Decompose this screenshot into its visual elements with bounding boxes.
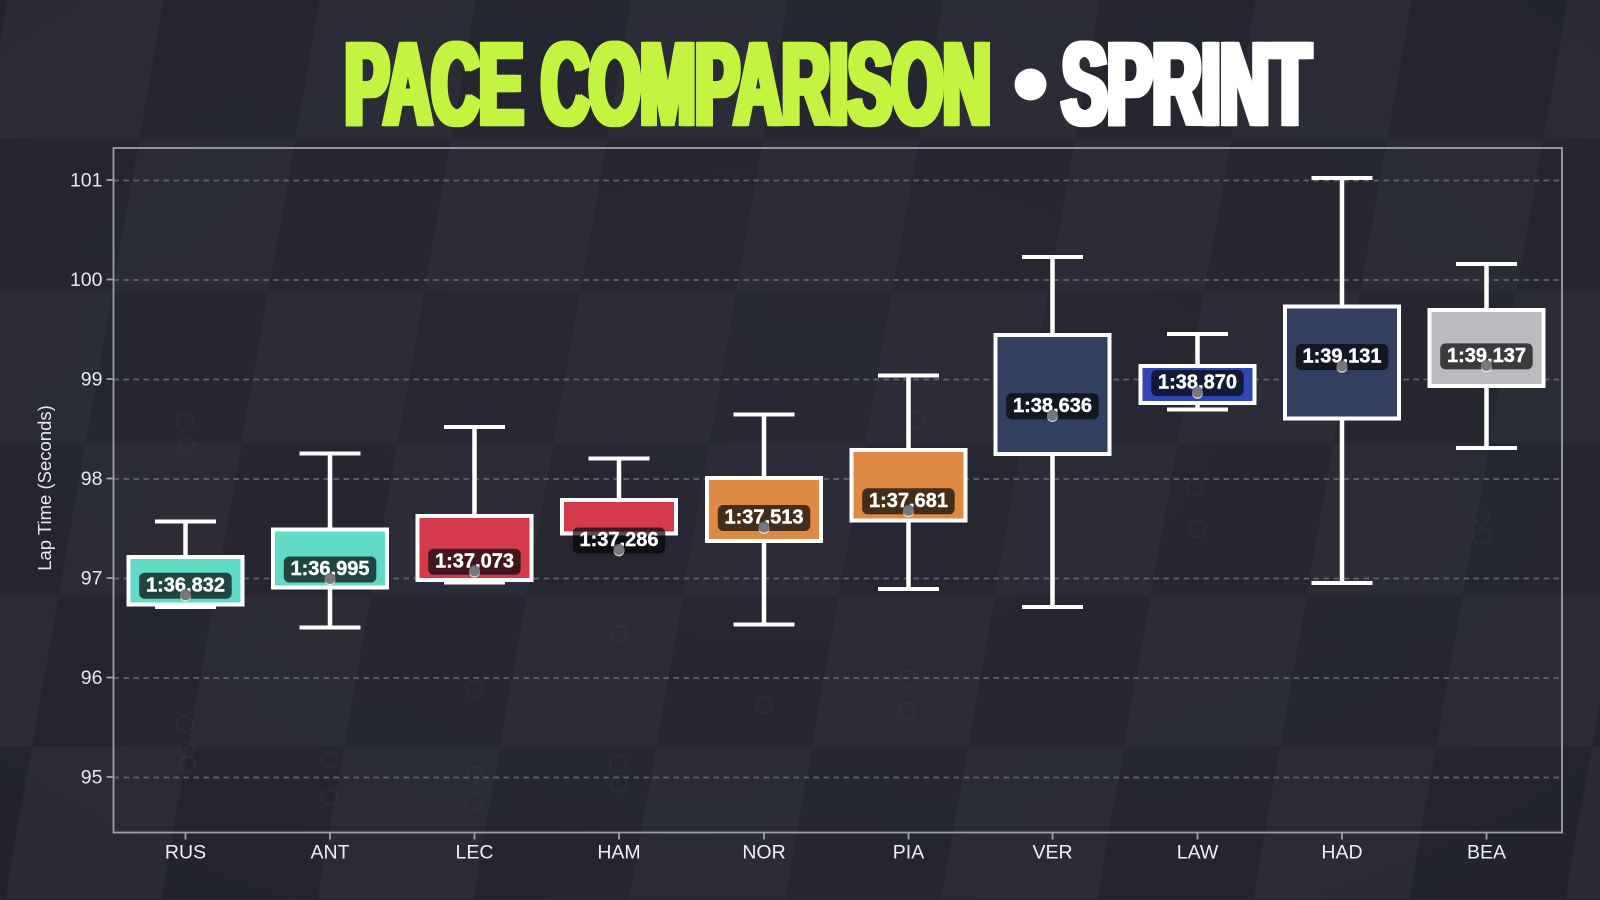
svg-text:1:37.286: 1:37.286 (580, 529, 659, 551)
svg-text:1:37.513: 1:37.513 (725, 507, 804, 529)
svg-text:HAM: HAM (597, 842, 640, 864)
svg-text:SPRINT: SPRINT (1060, 20, 1309, 150)
svg-text:98: 98 (81, 468, 103, 490)
svg-text:100: 100 (70, 269, 103, 291)
svg-text:1:39.137: 1:39.137 (1447, 345, 1526, 367)
svg-text:PIA: PIA (893, 842, 924, 864)
svg-text:SPRINT: SPRINT (1065, 20, 1314, 150)
svg-text:BEA: BEA (1467, 842, 1506, 864)
svg-text:HAD: HAD (1321, 842, 1362, 864)
svg-text:PACE COMPARISON: PACE COMPARISON (345, 19, 991, 149)
svg-text:1:38.870: 1:38.870 (1158, 372, 1237, 394)
svg-text:PACE COMPARISON: PACE COMPARISON (348, 19, 994, 149)
svg-text:VER: VER (1032, 842, 1072, 864)
svg-text:101: 101 (70, 170, 103, 192)
svg-text:1:39.131: 1:39.131 (1303, 346, 1382, 368)
svg-text:LAW: LAW (1177, 842, 1219, 864)
svg-text:99: 99 (81, 369, 103, 391)
svg-text:ANT: ANT (311, 842, 350, 864)
svg-text:LEC: LEC (456, 842, 494, 864)
svg-text:1:36.995: 1:36.995 (291, 558, 370, 580)
svg-text:PACE COMPARISON: PACE COMPARISON (343, 19, 989, 149)
svg-text:95: 95 (81, 767, 103, 789)
svg-text:1:37.681: 1:37.681 (869, 490, 948, 512)
svg-text:1:37.073: 1:37.073 (435, 550, 514, 572)
svg-text:NOR: NOR (742, 842, 785, 864)
svg-text:SPRINT: SPRINT (1062, 20, 1311, 150)
svg-text:RUS: RUS (165, 842, 206, 864)
svg-text:96: 96 (81, 667, 103, 689)
svg-text:Lap Time (Seconds): Lap Time (Seconds) (34, 405, 55, 571)
svg-text:1:36.832: 1:36.832 (146, 574, 225, 596)
svg-text:97: 97 (81, 568, 103, 590)
svg-text:1:38.636: 1:38.636 (1013, 395, 1092, 417)
